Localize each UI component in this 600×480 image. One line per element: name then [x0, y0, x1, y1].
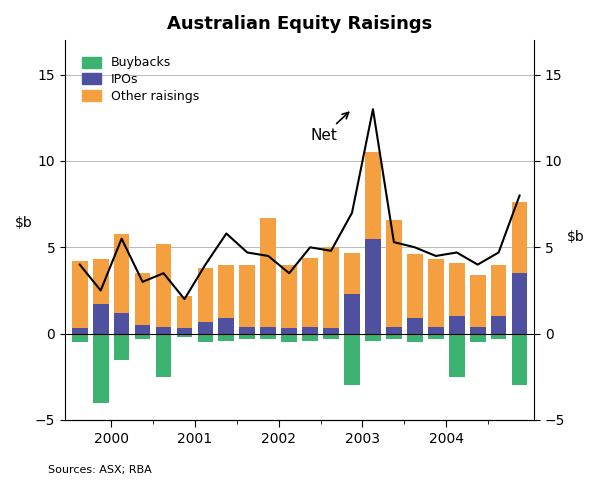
- Bar: [470, 275, 485, 334]
- Bar: [197, 334, 213, 342]
- Bar: [491, 316, 506, 334]
- Bar: [239, 327, 255, 334]
- Bar: [155, 244, 172, 334]
- Bar: [428, 259, 443, 334]
- Text: Sources: ASX; RBA: Sources: ASX; RBA: [48, 465, 152, 475]
- Bar: [176, 328, 193, 334]
- Bar: [260, 334, 276, 339]
- Bar: [512, 203, 527, 334]
- Bar: [93, 334, 109, 403]
- Bar: [470, 327, 485, 334]
- Bar: [239, 264, 255, 334]
- Bar: [135, 334, 151, 339]
- Bar: [93, 259, 109, 334]
- Bar: [281, 334, 297, 342]
- Bar: [386, 220, 402, 334]
- Bar: [281, 264, 297, 334]
- Bar: [491, 264, 506, 334]
- Bar: [114, 233, 130, 334]
- Bar: [428, 327, 443, 334]
- Bar: [365, 152, 381, 334]
- Bar: [323, 334, 339, 339]
- Bar: [449, 334, 464, 377]
- Bar: [197, 322, 213, 334]
- Bar: [386, 327, 402, 334]
- Bar: [449, 263, 464, 334]
- Legend: Buybacks, IPOs, Other raisings: Buybacks, IPOs, Other raisings: [76, 50, 206, 109]
- Bar: [260, 218, 276, 334]
- Bar: [302, 327, 318, 334]
- Bar: [260, 327, 276, 334]
- Bar: [281, 328, 297, 334]
- Bar: [155, 327, 172, 334]
- Title: Australian Equity Raisings: Australian Equity Raisings: [167, 15, 432, 33]
- Bar: [72, 328, 88, 334]
- Bar: [491, 334, 506, 339]
- Bar: [344, 294, 360, 334]
- Bar: [114, 313, 130, 334]
- Bar: [344, 252, 360, 334]
- Bar: [323, 247, 339, 334]
- Bar: [218, 334, 234, 341]
- Bar: [155, 334, 172, 377]
- Bar: [218, 264, 234, 334]
- Bar: [365, 239, 381, 334]
- Bar: [512, 273, 527, 334]
- Bar: [407, 318, 422, 334]
- Bar: [302, 258, 318, 334]
- Bar: [449, 316, 464, 334]
- Bar: [114, 334, 130, 360]
- Bar: [470, 334, 485, 342]
- Bar: [407, 254, 422, 334]
- Bar: [72, 334, 88, 342]
- Bar: [135, 325, 151, 334]
- Y-axis label: $b: $b: [567, 230, 585, 244]
- Bar: [428, 334, 443, 339]
- Text: Net: Net: [310, 112, 349, 143]
- Bar: [365, 334, 381, 341]
- Bar: [135, 273, 151, 334]
- Bar: [407, 334, 422, 342]
- Bar: [302, 334, 318, 341]
- Bar: [176, 334, 193, 337]
- Bar: [323, 328, 339, 334]
- Bar: [176, 296, 193, 334]
- Bar: [512, 334, 527, 385]
- Y-axis label: $b: $b: [15, 216, 33, 230]
- Bar: [93, 304, 109, 334]
- Bar: [239, 334, 255, 339]
- Bar: [72, 261, 88, 334]
- Bar: [197, 268, 213, 334]
- Bar: [218, 318, 234, 334]
- Bar: [344, 334, 360, 385]
- Bar: [386, 334, 402, 339]
